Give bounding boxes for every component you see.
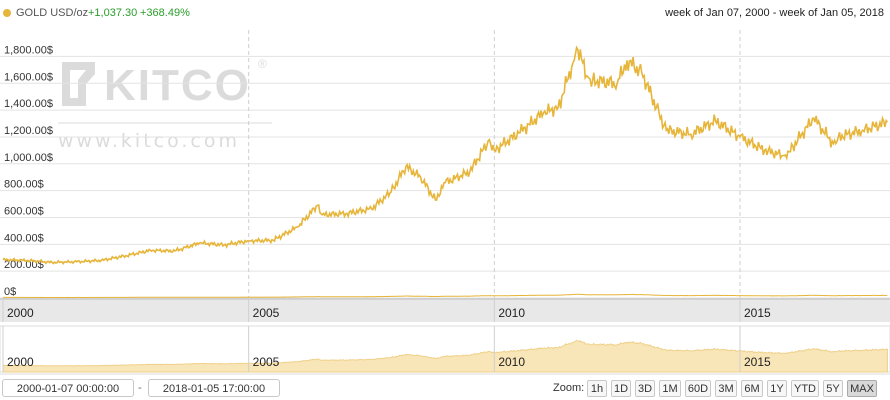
volume-line (3, 293, 888, 299)
legend-change-percent: +368.49% (140, 7, 190, 19)
y-tick-label: 1,200.00$ (4, 125, 53, 137)
zoom-button-1d[interactable]: 1D (611, 380, 631, 397)
navigator-tick-label: 2010 (498, 355, 525, 369)
zoom-button-1h[interactable]: 1h (587, 380, 607, 397)
navigator-tick-label: 2015 (744, 355, 771, 369)
y-tick-label: 600.00$ (4, 205, 44, 217)
y-tick-label: 1,800.00$ (4, 44, 53, 56)
registered-mark: ® (258, 57, 267, 71)
y-tick-label: 0$ (4, 286, 16, 298)
x-tick-label: 2010 (498, 306, 525, 320)
zoom-button-60d[interactable]: 60D (685, 380, 711, 397)
y-tick-label: 1,400.00$ (4, 98, 53, 110)
x-axis-band (0, 299, 890, 322)
zoom-label: Zoom: (553, 382, 585, 394)
zoom-button-1y[interactable]: 1Y (767, 380, 787, 397)
zoom-button-ytd[interactable]: YTD (791, 380, 819, 397)
end-date-input[interactable]: 2018-01-05 17:00:00 (148, 379, 280, 397)
legend-series-label[interactable]: GOLD USD/oz (16, 7, 89, 19)
chart-header: GOLD USD/oz +1,037.30 +368.49% week of J… (0, 0, 890, 28)
y-tick-label: 200.00$ (4, 259, 44, 271)
kitco-logo-icon (62, 62, 95, 106)
zoom-button-6m[interactable]: 6M (741, 380, 763, 397)
kitco-watermark: KITCO ® www.kitco.com (58, 57, 272, 152)
date-range-text: week of Jan 07, 2000 - week of Jan 05, 2… (665, 7, 884, 19)
y-tick-label: 1,000.00$ (4, 152, 53, 164)
date-separator: - (138, 382, 142, 394)
y-tick-label: 1,600.00$ (4, 71, 53, 83)
navigator-tick-label: 2005 (253, 355, 280, 369)
zoom-button-max[interactable]: MAX (847, 380, 877, 397)
zoom-button-1m[interactable]: 1M (659, 380, 681, 397)
zoom-button-3m[interactable]: 3M (715, 380, 737, 397)
legend-change: +1,037.30 (88, 7, 138, 19)
watermark-brand: KITCO (104, 61, 251, 110)
zoom-button-5y[interactable]: 5Y (823, 380, 843, 397)
y-tick-label: 800.00$ (4, 179, 44, 191)
x-tick-label: 2015 (744, 306, 771, 320)
navigator-series-area (2, 339, 888, 373)
navigator-tick-label: 2000 (7, 355, 34, 369)
watermark-url: www.kitco.com (58, 130, 240, 152)
x-tick-label: 2000 (7, 306, 34, 320)
y-tick-label: 400.00$ (4, 232, 44, 244)
x-tick-label: 2005 (253, 306, 280, 320)
start-date-input[interactable]: 2000-01-07 00:00:00 (2, 379, 134, 397)
legend-marker (3, 9, 11, 17)
gold-price-line (2, 45, 889, 266)
zoom-button-3d[interactable]: 3D (635, 380, 655, 397)
